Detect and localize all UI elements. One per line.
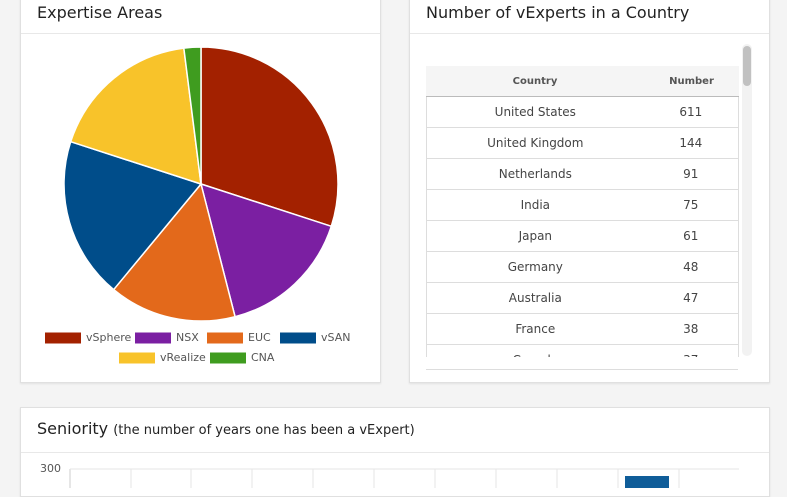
table-header: Country Number	[426, 66, 739, 96]
legend-swatch	[210, 352, 246, 364]
country-table: Country Number United States 611 United Ki…	[426, 66, 739, 357]
legend-label: vSphere	[86, 331, 131, 344]
table-row: United States 611	[426, 97, 739, 128]
table-footer	[426, 369, 738, 370]
table-row: France 38	[426, 314, 739, 345]
legend-swatch	[135, 332, 171, 344]
panel-title: Number of vExperts in a Country	[426, 3, 690, 22]
divider	[410, 33, 769, 34]
table-cell: France	[515, 322, 556, 336]
pie-slice	[112, 182, 236, 322]
legend-label: vSAN	[321, 331, 350, 344]
pie-slice	[69, 47, 202, 186]
scrollbar[interactable]	[742, 44, 752, 356]
table-cell: 61	[683, 229, 699, 243]
table-cell: 48	[683, 260, 699, 274]
table-cell: 91	[683, 167, 699, 181]
table-body: United States 611 United Kingdom 144 Netherl…	[426, 96, 739, 357]
table-cell: Japan	[518, 229, 553, 243]
scroll-thumb[interactable]	[743, 46, 751, 86]
page: Expertise Areas vSphere NSX EUC vSAN vRealiz…	[20, 0, 770, 497]
legend-label: vRealize	[160, 351, 206, 364]
table-cell: United States	[494, 105, 576, 119]
table-cell: 47	[683, 291, 699, 305]
y-tick-label: 300	[40, 462, 61, 475]
table-cell: 37	[644, 353, 738, 357]
table-cell: Australia	[508, 291, 562, 305]
table-cell: Canada	[427, 353, 644, 357]
table-row: India 75	[426, 190, 739, 221]
pie-slice	[182, 46, 202, 185]
panel-title: Seniority (the number of years one has b…	[37, 419, 415, 438]
table-cell: United Kingdom	[487, 136, 584, 150]
subtitle: (the number of years one has been a vExp…	[113, 423, 415, 438]
table-cell: 75	[683, 198, 699, 212]
title: Seniority	[37, 419, 109, 438]
table-cell: Netherlands	[498, 167, 572, 181]
table-cell: 611	[679, 105, 703, 119]
column-header: Number	[669, 75, 714, 87]
table-cell: Germany	[507, 260, 563, 274]
legend-label: EUC	[248, 331, 271, 344]
table-row: Germany 48	[426, 252, 739, 283]
category-lines	[69, 469, 680, 488]
divider	[21, 33, 380, 34]
pie-slice	[199, 182, 333, 318]
pie-slice	[63, 140, 203, 291]
legend-label: CNA	[251, 351, 275, 364]
expertise-panel: Expertise Areas vSphere NSX EUC vSAN vRealiz…	[20, 0, 381, 383]
bar	[625, 476, 669, 488]
legend-swatch	[280, 332, 316, 344]
seniority-chart: 300	[40, 462, 739, 488]
seniority-panel: Seniority (the number of years one has b…	[20, 407, 770, 497]
table-row: United Kingdom 144	[426, 128, 739, 159]
legend-swatch	[45, 332, 81, 344]
country-panel: Number of vExperts in a Country Country …	[409, 0, 770, 383]
table-row: Japan 61	[426, 221, 739, 252]
table-cell: India	[520, 198, 551, 212]
table-row: Netherlands 91	[426, 159, 739, 190]
table-cell: 38	[683, 322, 699, 336]
legend-swatch	[119, 352, 155, 364]
pie-chart: vSphere NSX EUC vSAN vRealize CNA	[45, 46, 350, 364]
legend-label: NSX	[176, 331, 199, 344]
table-row: Australia 47	[426, 283, 739, 314]
column-header: Country	[512, 75, 558, 87]
panel-title: Expertise Areas	[37, 3, 163, 22]
pie-slice	[200, 46, 339, 228]
legend-swatch	[207, 332, 243, 344]
table-row: Canada37	[426, 345, 739, 357]
divider	[21, 452, 769, 453]
table-cell: 144	[679, 136, 703, 150]
